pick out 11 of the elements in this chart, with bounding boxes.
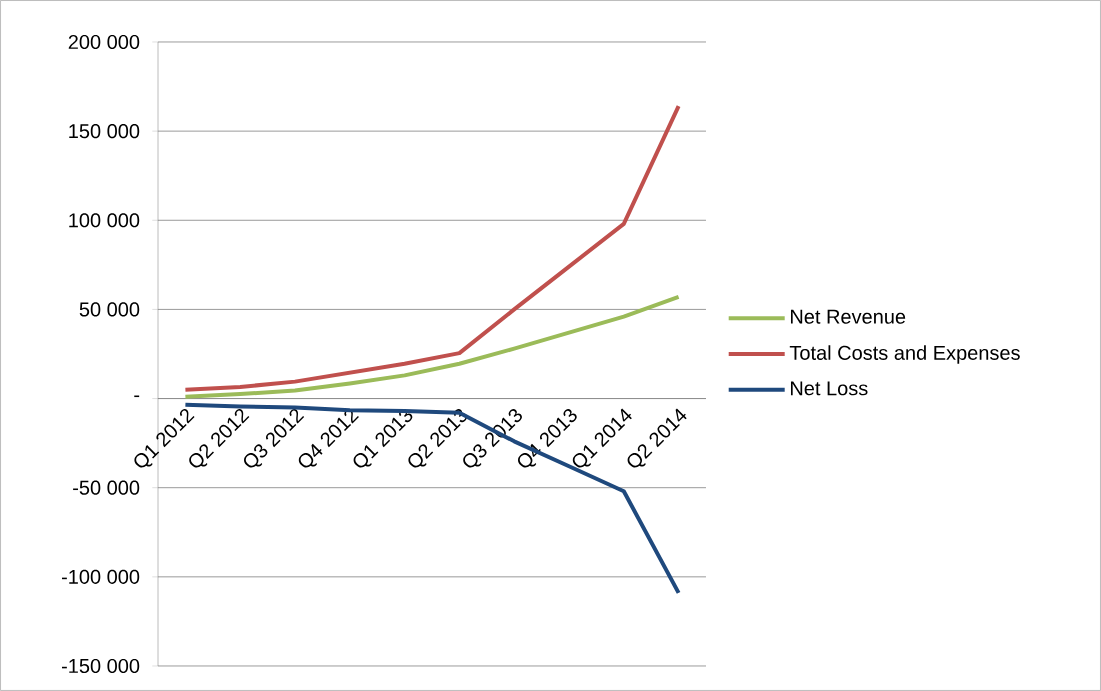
y-tick-label: 100 000	[69, 213, 140, 228]
y-tick-label: -150 000	[61, 658, 140, 674]
y-tick-label: -	[134, 395, 140, 398]
y-tick-label: -50 000	[73, 480, 140, 495]
legend-label: Total Costs and Expenses	[789, 345, 1020, 364]
legend-label: Net Revenue	[791, 309, 906, 324]
y-tick-label: 50 000	[79, 302, 140, 317]
y-tick-label: -100 000	[61, 569, 140, 584]
y-tick-label: 200 000	[68, 34, 140, 50]
y-tick-label: 150 000	[69, 124, 140, 139]
legend-label: Net Loss	[791, 381, 868, 396]
